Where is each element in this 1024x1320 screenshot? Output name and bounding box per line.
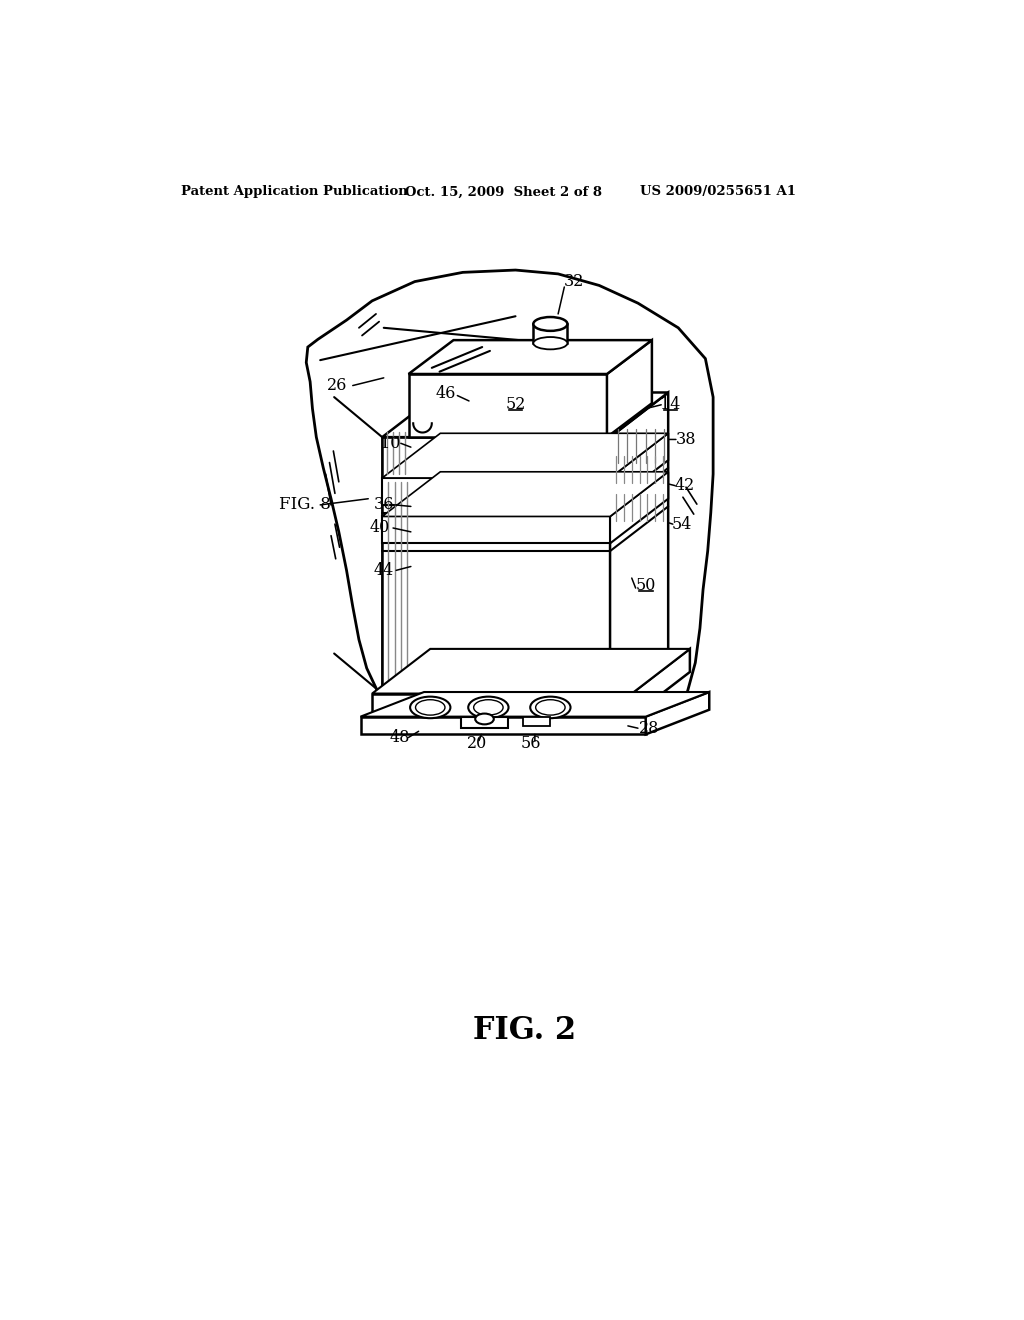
Text: 26: 26 <box>327 378 347 395</box>
Text: 50: 50 <box>636 577 656 594</box>
Ellipse shape <box>468 697 509 718</box>
Text: 52: 52 <box>505 396 525 413</box>
Text: 40: 40 <box>370 520 390 536</box>
Polygon shape <box>306 271 713 733</box>
Polygon shape <box>360 692 710 717</box>
Text: 14: 14 <box>660 396 681 413</box>
Text: 28: 28 <box>639 719 659 737</box>
Ellipse shape <box>536 700 565 715</box>
Polygon shape <box>610 471 669 544</box>
Text: 20: 20 <box>467 735 486 752</box>
Text: 10: 10 <box>380 434 400 451</box>
Text: 46: 46 <box>435 384 456 401</box>
Text: 56: 56 <box>521 735 542 752</box>
Polygon shape <box>610 392 669 693</box>
Text: US 2009/0255651 A1: US 2009/0255651 A1 <box>640 185 796 198</box>
Polygon shape <box>382 471 669 516</box>
Text: FIG. 8: FIG. 8 <box>280 496 331 513</box>
Text: 36: 36 <box>374 496 394 513</box>
Polygon shape <box>461 717 508 729</box>
Text: 42: 42 <box>675 477 694 494</box>
Ellipse shape <box>530 697 570 718</box>
Polygon shape <box>607 341 652 437</box>
Ellipse shape <box>416 700 445 715</box>
Polygon shape <box>382 478 610 506</box>
Polygon shape <box>409 374 607 437</box>
Ellipse shape <box>534 337 567 350</box>
Polygon shape <box>523 718 550 726</box>
Text: FIG. 2: FIG. 2 <box>473 1015 577 1045</box>
Polygon shape <box>646 692 710 734</box>
Polygon shape <box>382 433 669 478</box>
Polygon shape <box>382 392 669 437</box>
Text: Oct. 15, 2009  Sheet 2 of 8: Oct. 15, 2009 Sheet 2 of 8 <box>406 185 602 198</box>
Polygon shape <box>632 649 690 717</box>
Polygon shape <box>360 717 646 734</box>
Polygon shape <box>372 649 690 693</box>
Polygon shape <box>409 341 652 374</box>
Text: 48: 48 <box>389 729 410 746</box>
Ellipse shape <box>534 317 567 331</box>
Text: 54: 54 <box>672 516 692 533</box>
Ellipse shape <box>474 700 503 715</box>
Text: 44: 44 <box>374 562 394 579</box>
Text: 32: 32 <box>563 273 584 290</box>
Polygon shape <box>610 433 669 506</box>
Polygon shape <box>382 516 610 544</box>
Polygon shape <box>382 437 610 693</box>
Ellipse shape <box>475 714 494 725</box>
Text: Patent Application Publication: Patent Application Publication <box>180 185 408 198</box>
Polygon shape <box>534 323 567 343</box>
Ellipse shape <box>410 697 451 718</box>
Text: 38: 38 <box>676 430 696 447</box>
Polygon shape <box>372 693 632 717</box>
